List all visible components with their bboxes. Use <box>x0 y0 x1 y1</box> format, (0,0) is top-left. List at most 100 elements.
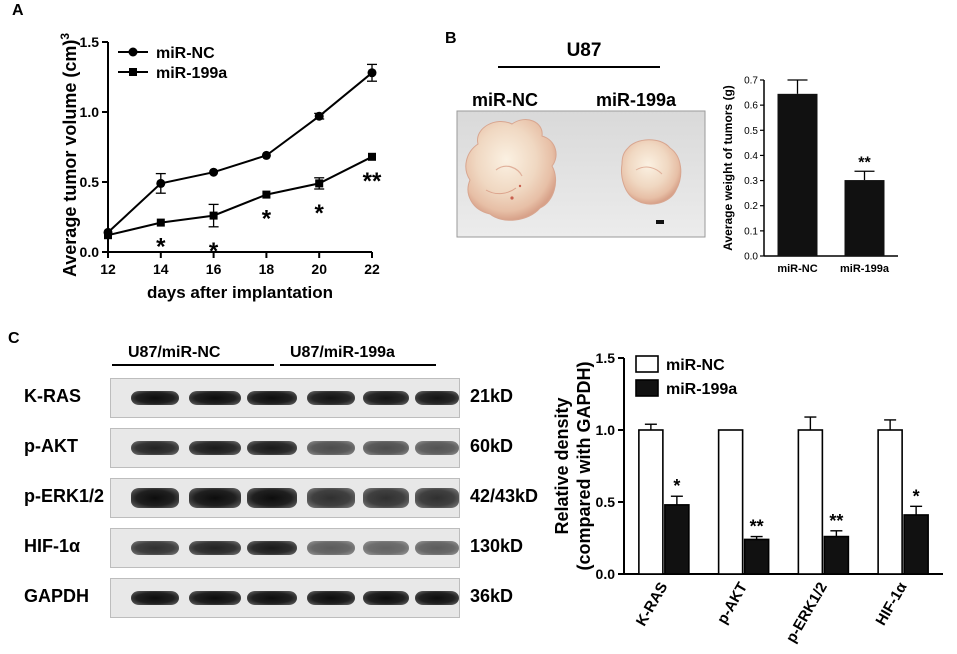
blot-strip <box>110 428 460 468</box>
data-point-miR-199a <box>315 179 324 188</box>
blot-group-label-199a: U87/miR-199a <box>290 344 395 361</box>
blot-row: p-AKT 60kD <box>14 428 513 468</box>
significance-marker: ** <box>363 168 382 195</box>
blot-band <box>415 441 459 455</box>
y-tick-label: 0.1 <box>744 226 758 237</box>
blot-group-line-199a <box>280 364 436 366</box>
blot-strip <box>110 528 460 568</box>
blot-row: p-ERK1/2 42/43kD <box>14 478 538 518</box>
y-axis-title: Average weight of tumors (g) <box>721 85 735 251</box>
x-tick-label: 16 <box>206 261 222 277</box>
photo-label-nc: miR-NC <box>472 90 538 110</box>
blot-band <box>247 591 297 605</box>
blot-band <box>307 441 355 455</box>
y-tick-label: 0.5 <box>596 494 616 510</box>
bar-miR-199a <box>844 180 885 256</box>
blot-band <box>131 391 179 405</box>
blot-band <box>247 441 297 455</box>
blot-band <box>415 391 459 405</box>
bar-miR-199a-p-ERK1/2 <box>823 535 850 575</box>
data-point-miR-199a <box>156 218 165 227</box>
blot-band <box>131 591 179 605</box>
blot-band <box>363 591 409 605</box>
bar-miR-NC-K-RAS <box>638 429 664 575</box>
blot-protein-label: K-RAS <box>24 386 81 406</box>
y-tick-label: 0.4 <box>744 151 758 162</box>
legend-label-miR-NC: miR-NC <box>156 45 215 62</box>
blot-strip <box>110 478 460 518</box>
blot-size-label: 36kD <box>470 586 514 606</box>
blot-protein-label: HIF-1α <box>24 536 81 556</box>
photo-bracket-line <box>498 66 660 68</box>
data-point-miR-NC <box>261 150 271 160</box>
blot-protein-label: p-AKT <box>24 436 78 456</box>
data-point-miR-NC <box>156 178 166 188</box>
bar-miR-NC <box>777 93 818 256</box>
blot-band <box>131 441 179 455</box>
photo-label-199a: miR-199a <box>596 90 677 110</box>
blot-band <box>363 488 409 508</box>
panel-a-label: A <box>12 2 24 19</box>
blot-band <box>189 488 241 508</box>
blot-band <box>189 541 241 555</box>
legend-marker-miR-199a <box>129 68 137 76</box>
blot-group-line-nc <box>112 364 274 366</box>
blot-strip <box>110 378 460 418</box>
y-axis-title-superscript: 3 <box>58 33 72 40</box>
legend-label-miR-NC: miR-NC <box>666 357 725 374</box>
bar-miR-NC-HIF-1α <box>877 429 903 575</box>
y-axis-title-2: (compared with GAPDH) <box>574 361 594 570</box>
significance-marker: * <box>673 476 680 496</box>
blot-protein-label: p-ERK1/2 <box>24 486 105 506</box>
significance-marker: * <box>315 200 325 227</box>
legend-swatch-miR-NC <box>635 355 659 373</box>
blot-band <box>189 591 241 605</box>
blot-band <box>363 391 409 405</box>
y-axis-title: Average tumor volume (cm)3 <box>58 33 80 277</box>
blot-band <box>189 391 241 405</box>
y-tick-label: 0.6 <box>744 101 758 112</box>
data-point-miR-NC <box>367 68 377 78</box>
blot-band <box>307 591 355 605</box>
legend-label-miR-199a: miR-199a <box>156 65 227 82</box>
bar-miR-199a-p-AKT <box>743 538 770 575</box>
x-tick-label: miR-199a <box>840 263 890 275</box>
tumor-volume-line-chart: 0.0 0.5 1.0 1.5 12 14 16 18 20 22 days after impla… <box>58 33 382 302</box>
blot-band <box>247 541 297 555</box>
blot-band <box>363 541 409 555</box>
x-tick-label: 22 <box>364 261 380 277</box>
y-axis-title: Relative density <box>552 397 572 534</box>
y-tick-label: 0.5 <box>744 126 758 137</box>
significance-marker: * <box>156 234 166 261</box>
blot-band <box>415 541 459 555</box>
legend-label-miR-199a: miR-199a <box>666 381 737 398</box>
significance-marker: ** <box>858 154 871 171</box>
data-point-miR-199a <box>104 231 112 240</box>
data-point-miR-NC <box>209 167 219 177</box>
blot-band <box>415 488 459 508</box>
x-tick-label: K-RAS <box>633 580 671 630</box>
y-tick-label: 0.7 <box>744 76 758 87</box>
legend-swatch-miR-199a <box>635 379 659 397</box>
x-tick-label: p-ERK1/2 <box>783 580 831 646</box>
tumor-weight-bar-chart: 0.0 0.1 0.2 0.3 0.4 0.5 0.6 0.7 Average weight o… <box>721 76 898 275</box>
y-tick-label: 0.0 <box>744 252 758 263</box>
blot-band <box>307 391 355 405</box>
data-point-miR-199a <box>368 152 376 161</box>
bar-miR-199a-K-RAS <box>664 504 690 575</box>
data-point-miR-NC <box>314 111 324 121</box>
x-tick-label: 18 <box>259 261 275 277</box>
blot-band <box>363 441 409 455</box>
y-tick-label: 0.0 <box>596 566 616 582</box>
blot-row: K-RAS 21kD <box>14 378 513 418</box>
x-tick-label: 12 <box>100 261 116 277</box>
blot-band <box>131 488 179 508</box>
legend-marker-miR-NC <box>128 47 138 57</box>
y-tick-label: 0.5 <box>80 174 100 190</box>
data-point-miR-199a <box>209 211 218 220</box>
tumor-photo <box>456 110 706 238</box>
x-tick-label: p-AKT <box>714 580 751 627</box>
blot-group-label-nc: U87/miR-NC <box>128 344 221 361</box>
blot-band <box>307 541 355 555</box>
blot-protein-label: GAPDH <box>24 586 90 606</box>
